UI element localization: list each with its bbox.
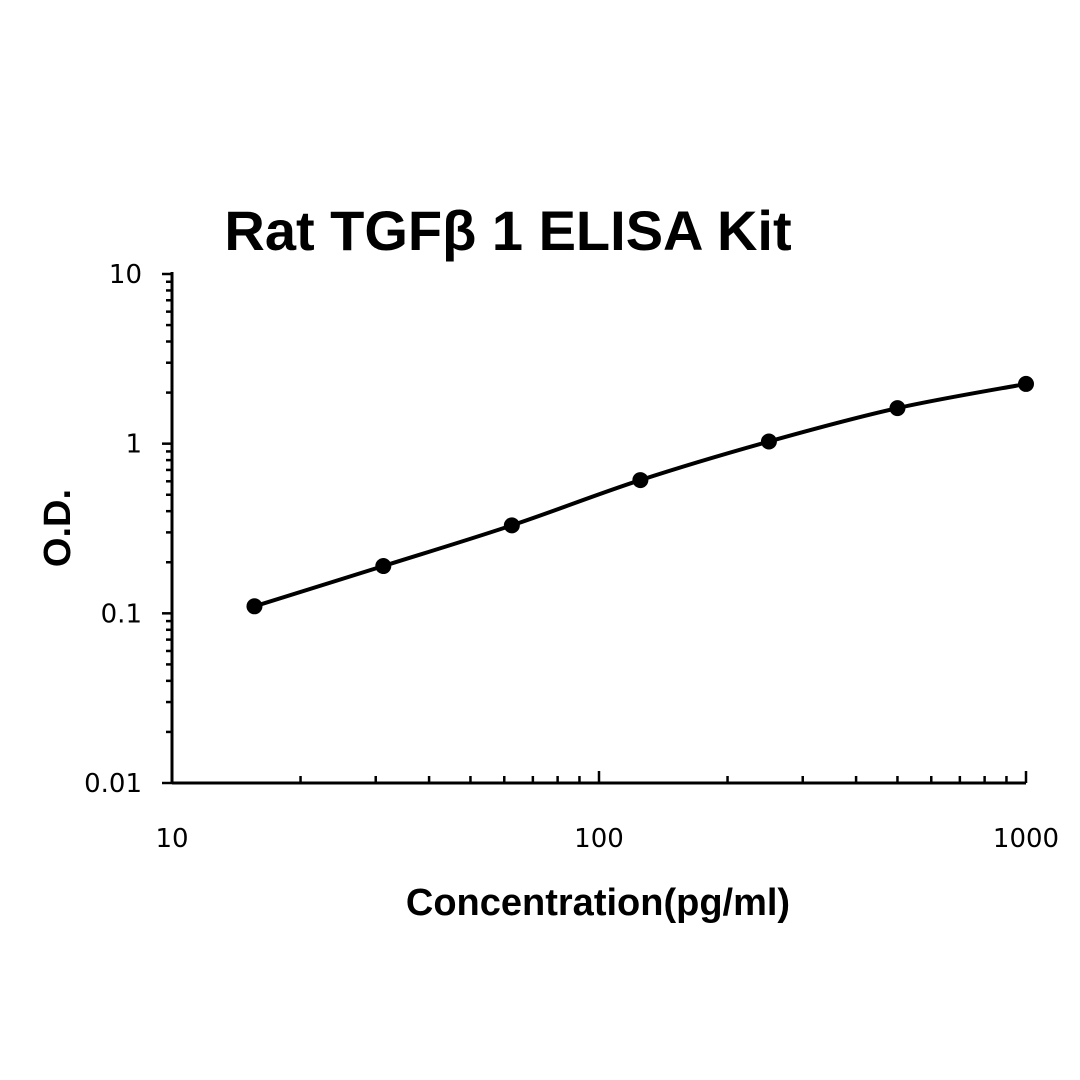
y-tick-label: 10: [109, 260, 142, 290]
x-axis-title: Concentration(pg/ml): [406, 882, 790, 924]
data-point: [246, 598, 263, 615]
x-tick-label: 100: [574, 824, 624, 854]
data-point: [632, 472, 649, 489]
series-line: [252, 381, 1028, 609]
data-point: [760, 433, 777, 450]
data-point: [889, 400, 906, 417]
x-axis-ticks: [170, 771, 1028, 783]
y-tick-label: 0.01: [84, 769, 142, 799]
chart-title: Rat TGFβ 1 ELISA Kit: [224, 199, 791, 262]
x-tick-labels: 10 100 1000: [155, 824, 1059, 854]
data-points: [246, 375, 1034, 615]
y-tick-label: 0.1: [101, 599, 142, 629]
y-axis-title: O.D.: [37, 489, 79, 567]
data-point: [1018, 375, 1034, 392]
y-tick-label: 1: [125, 430, 142, 460]
x-tick-label: 1000: [993, 824, 1059, 854]
data-point: [375, 558, 392, 575]
data-point: [503, 517, 520, 534]
y-tick-labels: 10 1 0.1 0.01: [84, 260, 142, 799]
x-tick-label: 10: [155, 824, 188, 854]
